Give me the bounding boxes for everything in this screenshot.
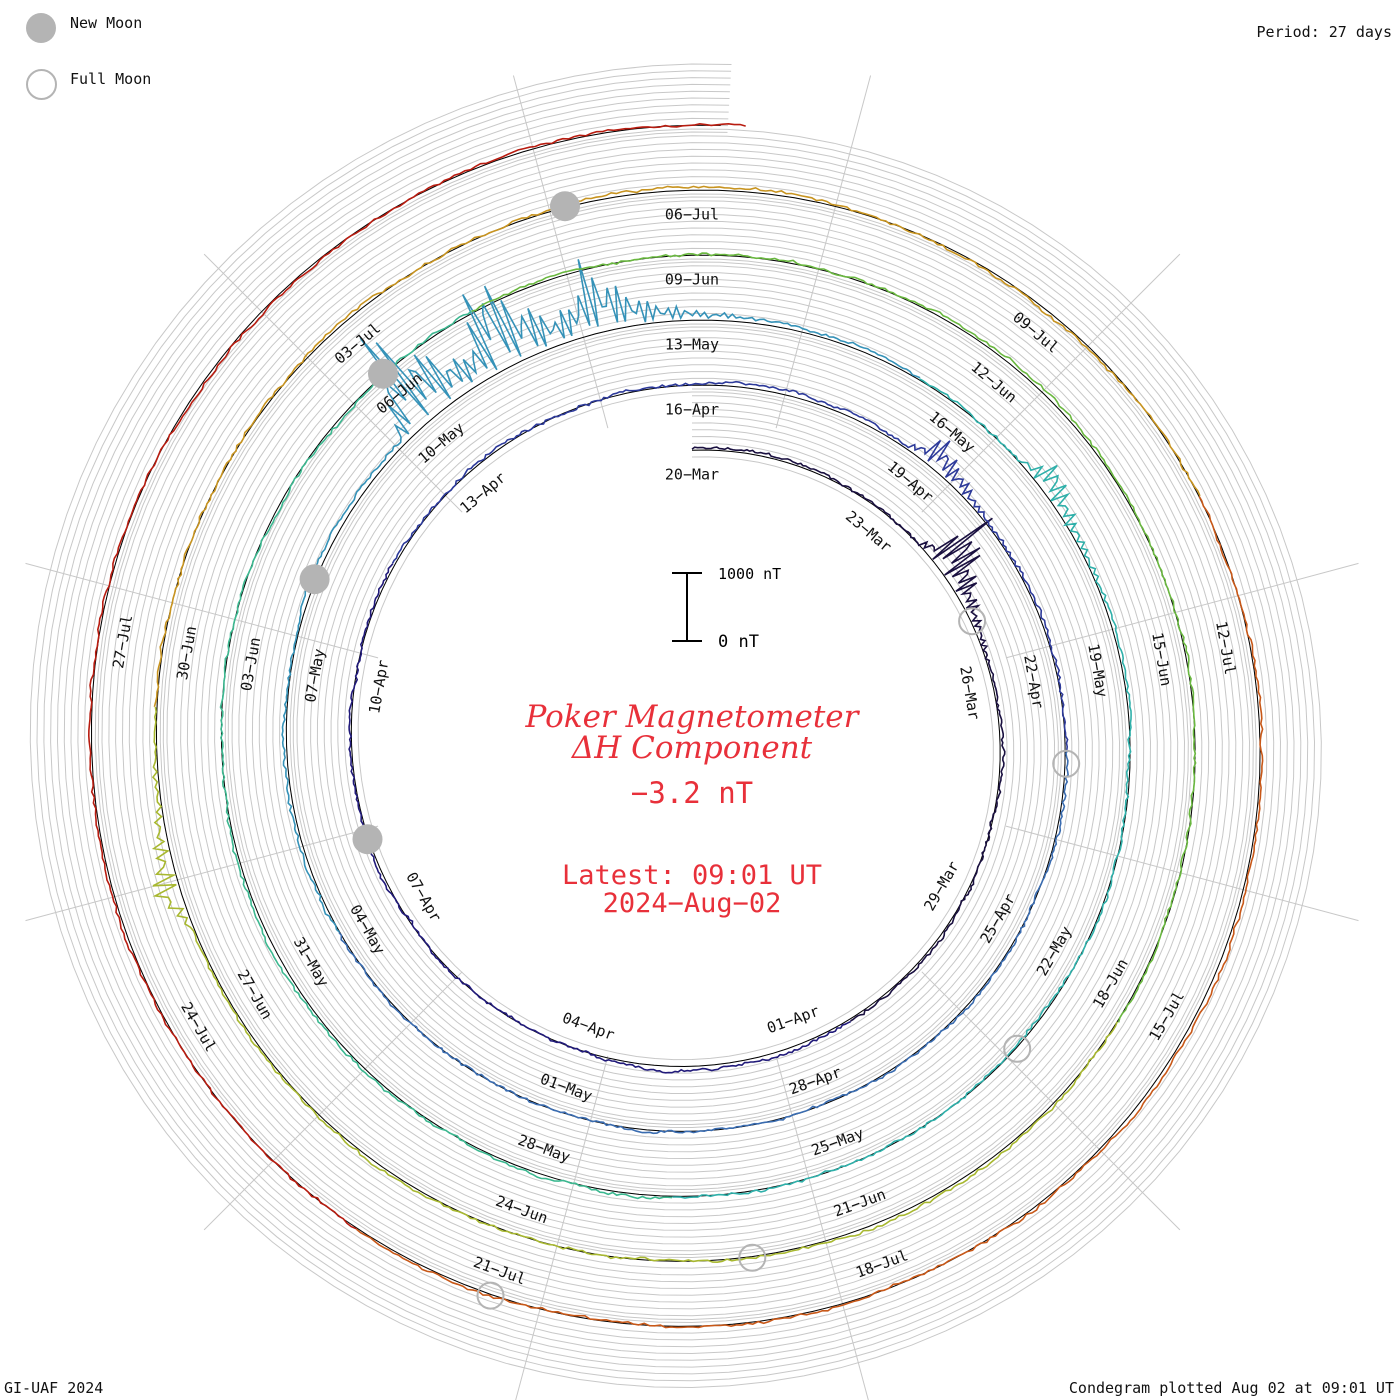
series-line-3 (391, 380, 1069, 751)
grid-spiral (43, 77, 1309, 1375)
current-value: −3.2 nT (631, 776, 753, 810)
scale-bar: 1000 nT 0 nT (672, 565, 781, 652)
period-label: Period: 27 days (1256, 23, 1392, 41)
date-label: 06−Jul (665, 206, 719, 224)
full-moon-marker (1003, 1034, 1032, 1063)
grid-radial (1005, 825, 1359, 922)
new-moon-icon (26, 13, 56, 43)
grid-radial (775, 75, 872, 429)
grid-spiral (97, 131, 1254, 1321)
date-label: 01−Apr (764, 1002, 821, 1037)
grid-radial (1005, 562, 1359, 659)
date-label: 28−Apr (787, 1063, 844, 1098)
chart-title-line2: ΔH Component (571, 730, 813, 766)
series-line-6 (672, 378, 1132, 1199)
date-label: 07−May (301, 647, 328, 703)
date-label: 23−Mar (842, 507, 895, 556)
series-line-7 (219, 310, 673, 1200)
grid-spiral (84, 117, 1268, 1334)
series-line-5 (281, 259, 921, 933)
date-label: 09−Jun (665, 271, 719, 289)
series-line-4 (338, 749, 1069, 1135)
grid-radial (25, 825, 379, 922)
reference-cycle (285, 319, 1066, 1132)
new-moon-marker (299, 564, 330, 595)
grid-radial (921, 971, 1181, 1231)
spiral-grid (25, 63, 1359, 1400)
full-moon-marker (1052, 749, 1081, 778)
date-label: 03−Jun (237, 636, 264, 692)
date-label: 10−May (415, 419, 468, 468)
scale-top-label: 1000 nT (718, 565, 781, 583)
series-line-2 (348, 563, 852, 1074)
footer-credit: GI-UAF 2024 (4, 1379, 104, 1397)
reference-cycle (220, 254, 1131, 1197)
full-moon-marker (476, 1281, 505, 1310)
grid-radial (515, 1055, 609, 1400)
series-line-10 (153, 185, 1201, 708)
series-line-1 (691, 446, 1006, 1022)
latest-time: Latest: 09:01 UT (562, 860, 822, 891)
series-line-11 (355, 496, 1264, 1329)
full-moon-label: Full Moon (70, 70, 152, 88)
date-label: 16−Apr (665, 401, 719, 419)
date-label: 25−May (809, 1124, 866, 1159)
grid-spiral (63, 97, 1288, 1355)
date-label: 20−Mar (665, 466, 719, 484)
date-label: 18−Jul (853, 1246, 910, 1281)
moon-markers (299, 191, 1081, 1310)
data-series (87, 122, 1264, 1329)
scale-bottom-label: 0 nT (718, 632, 759, 652)
date-label: 29−Mar (920, 858, 963, 914)
grid-radial (921, 253, 1181, 513)
grid-radial (512, 75, 609, 429)
reference-cycle (350, 384, 1001, 1068)
grid-radial (25, 562, 379, 659)
date-label: 13−May (665, 336, 719, 354)
new-moon-marker (368, 358, 398, 389)
date-label: 10−Apr (365, 659, 392, 715)
full-moon-marker (738, 1243, 767, 1272)
new-moon-label: New Moon (70, 14, 143, 32)
date-label: 30−Jun (173, 625, 200, 681)
grid-radial (203, 971, 463, 1231)
date-label: 21−Jun (831, 1185, 888, 1220)
grid-radial (203, 253, 463, 513)
grid-spiral (70, 104, 1282, 1348)
chart-title-line1: Poker Magnetometer (525, 699, 861, 735)
footer-plot-time: Condegram plotted Aug 02 at 09:01 UT (1068, 1379, 1394, 1397)
full-moon-marker (958, 607, 987, 636)
full-moon-icon (26, 69, 57, 100)
grid-spiral (50, 83, 1302, 1368)
series-line-8 (471, 252, 1197, 1023)
grid-spiral (29, 63, 1322, 1389)
grid-spiral (77, 111, 1275, 1341)
date-label: 27−Jul (109, 613, 136, 669)
date-label: 26−Mar (956, 665, 983, 721)
latest-date: 2024−Aug−02 (603, 888, 782, 919)
new-moon-marker (550, 191, 580, 222)
series-line-9 (151, 706, 1118, 1264)
new-moon-marker (352, 824, 383, 855)
grid-radial (775, 1055, 869, 1400)
grid-spiral (36, 70, 1316, 1382)
series-line-12 (87, 122, 746, 1230)
grid-spiral (56, 90, 1295, 1361)
